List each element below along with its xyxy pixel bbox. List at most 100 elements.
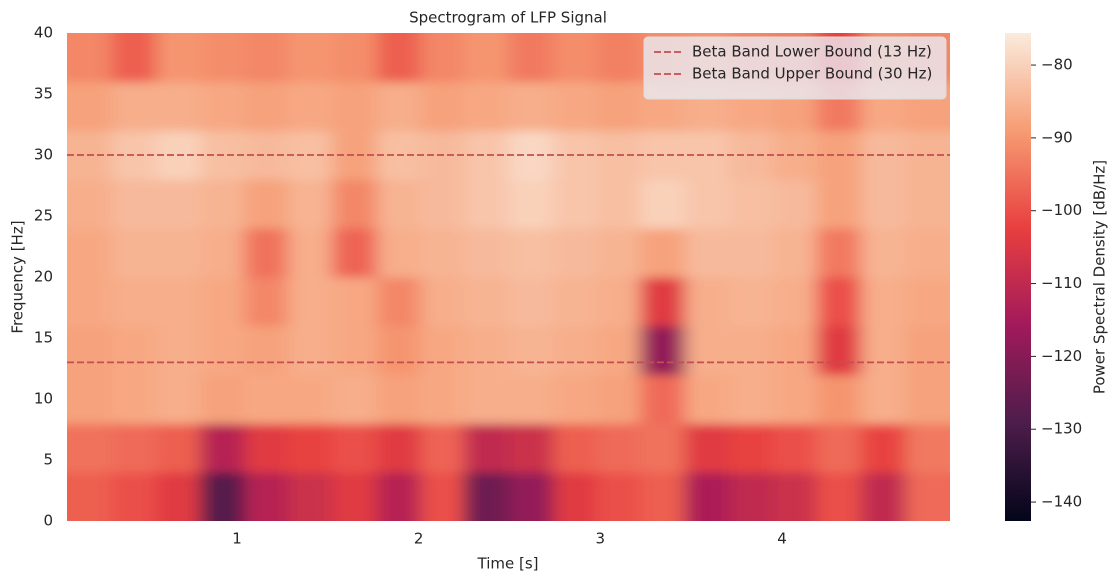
heat-cell — [596, 325, 641, 376]
heat-cell — [200, 374, 245, 424]
legend-box — [643, 36, 947, 100]
heat-cell — [376, 33, 421, 83]
heat-cell — [376, 374, 421, 424]
heat-cell — [729, 228, 774, 278]
heat-cell — [816, 374, 862, 424]
x-tick-label: 4 — [777, 530, 787, 548]
colorbar-tick-label: −100 — [1041, 201, 1082, 219]
heat-cell — [684, 228, 730, 278]
heat-cell — [905, 374, 950, 424]
heat-cell — [332, 374, 378, 424]
heat-cell — [156, 228, 202, 278]
heat-cell — [816, 277, 862, 327]
heat-cell — [772, 423, 817, 473]
colorbar-tick-label: −130 — [1041, 420, 1082, 438]
heat-cell — [287, 374, 333, 424]
heat-cell — [905, 277, 950, 327]
heat-cell — [244, 33, 289, 83]
heat-cell — [553, 81, 598, 132]
y-tick-label: 10 — [34, 390, 53, 408]
heat-cell — [553, 228, 598, 278]
heat-cell — [156, 81, 202, 132]
heat-cell — [420, 374, 465, 424]
y-axis-label: Frequency [Hz] — [9, 220, 27, 333]
heat-cell — [244, 472, 289, 521]
heat-cell — [640, 228, 686, 278]
y-tick-label: 40 — [34, 24, 53, 42]
heat-cell — [684, 179, 730, 229]
heat-cell — [287, 81, 333, 132]
y-tick-label: 5 — [43, 451, 53, 469]
heat-cell — [156, 423, 202, 473]
colorbar-tick-label: −90 — [1041, 128, 1073, 146]
heat-cell — [860, 325, 906, 376]
heat-cell — [640, 179, 686, 229]
heat-cell — [287, 277, 333, 327]
colorbar-tick-label: −110 — [1041, 274, 1082, 292]
heat-cell — [729, 179, 774, 229]
x-axis-label: Time [s] — [477, 555, 539, 573]
heat-cell — [684, 374, 730, 424]
heat-cell — [376, 423, 421, 473]
heat-cell — [376, 228, 421, 278]
heat-cell — [287, 472, 333, 521]
heat-cell — [905, 325, 950, 376]
heat-cell — [816, 228, 862, 278]
heat-cell — [200, 33, 245, 83]
heat-cell — [287, 228, 333, 278]
heat-cell — [860, 228, 906, 278]
heat-cell — [67, 179, 113, 229]
heat-cell — [508, 228, 554, 278]
heat-cell — [596, 472, 641, 521]
heat-cell — [905, 228, 950, 278]
heat-cell — [111, 179, 157, 229]
heat-cell — [508, 179, 554, 229]
heat-cell — [332, 277, 378, 327]
heat-cell — [640, 277, 686, 327]
heat-cell — [816, 325, 862, 376]
legend-label: Beta Band Upper Bound (30 Hz) — [692, 65, 932, 83]
heat-cell — [905, 423, 950, 473]
heat-cell — [200, 81, 245, 132]
heat-cell — [420, 228, 465, 278]
heat-cell — [596, 228, 641, 278]
heat-cell — [464, 423, 510, 473]
heat-cell — [772, 179, 817, 229]
colorbar-tick-label: −140 — [1041, 493, 1082, 511]
colorbar-tick-label: −80 — [1041, 56, 1073, 74]
heat-cell — [729, 277, 774, 327]
y-tick-label: 15 — [34, 329, 53, 347]
legend-label: Beta Band Lower Bound (13 Hz) — [692, 43, 932, 61]
heat-cell — [111, 374, 157, 424]
heat-cell — [111, 81, 157, 132]
heat-cell — [332, 325, 378, 376]
heat-cell — [156, 277, 202, 327]
heat-cell — [508, 472, 554, 521]
heat-cell — [67, 277, 113, 327]
heat-cell — [111, 423, 157, 473]
heat-cell — [156, 33, 202, 83]
y-tick-label: 0 — [43, 512, 53, 530]
heat-cell — [332, 179, 378, 229]
heat-cell — [508, 277, 554, 327]
heat-cell — [420, 472, 465, 521]
legend: Beta Band Lower Bound (13 Hz) Beta Band U… — [643, 36, 947, 100]
heat-cell — [640, 472, 686, 521]
heat-cell — [376, 179, 421, 229]
heat-cell — [420, 423, 465, 473]
heat-cell — [553, 374, 598, 424]
heat-cell — [772, 228, 817, 278]
heat-cell — [244, 81, 289, 132]
heat-cell — [553, 325, 598, 376]
heat-cell — [729, 374, 774, 424]
heat-cell — [200, 423, 245, 473]
heat-cell — [244, 423, 289, 473]
heat-cell — [420, 81, 465, 132]
y-tick-label: 25 — [34, 207, 53, 225]
heat-cell — [860, 374, 906, 424]
heat-cell — [816, 179, 862, 229]
heat-cell — [464, 472, 510, 521]
heat-cell — [67, 374, 113, 424]
chart-title: Spectrogram of LFP Signal — [409, 9, 607, 27]
heat-cell — [464, 179, 510, 229]
